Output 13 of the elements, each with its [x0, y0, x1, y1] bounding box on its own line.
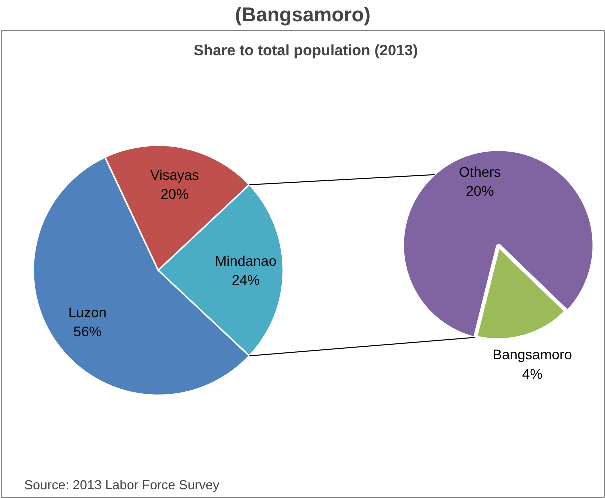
slice-label: Bangsamoro: [492, 346, 572, 363]
data-label: 20%: [160, 186, 189, 202]
source-note: Source: 2013 Labor Force Survey: [24, 478, 220, 492]
data-label: 4%: [522, 366, 543, 382]
chart-subtitle: Share to total population (2013): [194, 42, 418, 60]
slice-label: Mindanao: [215, 252, 277, 269]
data-label: 56%: [74, 324, 102, 340]
data-label: 24%: [232, 272, 260, 288]
slice-label: Luzon: [68, 304, 107, 320]
data-label: 20%: [466, 183, 494, 200]
slice-label: Visayas: [150, 166, 200, 183]
slice-label: Others: [459, 164, 502, 180]
chart-title: (Bangsamoro): [235, 4, 371, 26]
